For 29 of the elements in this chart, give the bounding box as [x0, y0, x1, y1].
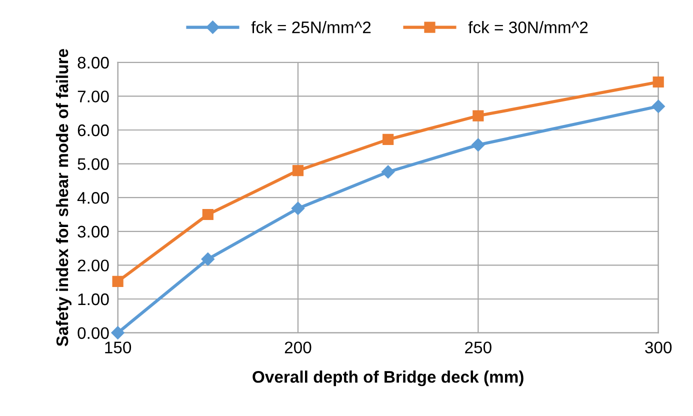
point — [202, 208, 214, 220]
legend-label: fck = 25N/mm^2 — [251, 21, 371, 34]
point — [472, 138, 485, 152]
x-tick-label: 250 — [465, 342, 492, 354]
point — [652, 100, 665, 113]
y-tick-label: 8.00 — [78, 56, 109, 69]
point — [382, 134, 394, 146]
y-tick-label: 6.00 — [78, 124, 109, 136]
legend-label: fck = 30N/mm^2 — [468, 21, 588, 34]
x-tick-label: 200 — [284, 342, 312, 354]
x-tick-label: 300 — [645, 342, 672, 354]
point — [292, 165, 304, 176]
point — [291, 202, 305, 216]
y-tick-label: 7.00 — [78, 90, 109, 102]
y-tick-label: 0.00 — [78, 327, 109, 340]
y-tick-label: 2.00 — [78, 260, 109, 272]
y-tick-label: 1.00 — [78, 293, 109, 306]
y-tick-label: 5.00 — [78, 158, 109, 170]
x-tick-label: 150 — [105, 342, 132, 354]
point — [472, 110, 484, 122]
point — [112, 276, 124, 287]
y-axis-title: Safety index for shear mode of failure — [56, 49, 72, 346]
point — [652, 76, 664, 88]
point — [381, 165, 395, 178]
y-tick-label: 4.00 — [77, 192, 109, 204]
x-axis-title: Overall depth of Bridge deck (mm) — [252, 370, 524, 386]
point — [201, 252, 214, 266]
point — [111, 326, 124, 340]
y-tick-label: 3.00 — [78, 226, 109, 238]
